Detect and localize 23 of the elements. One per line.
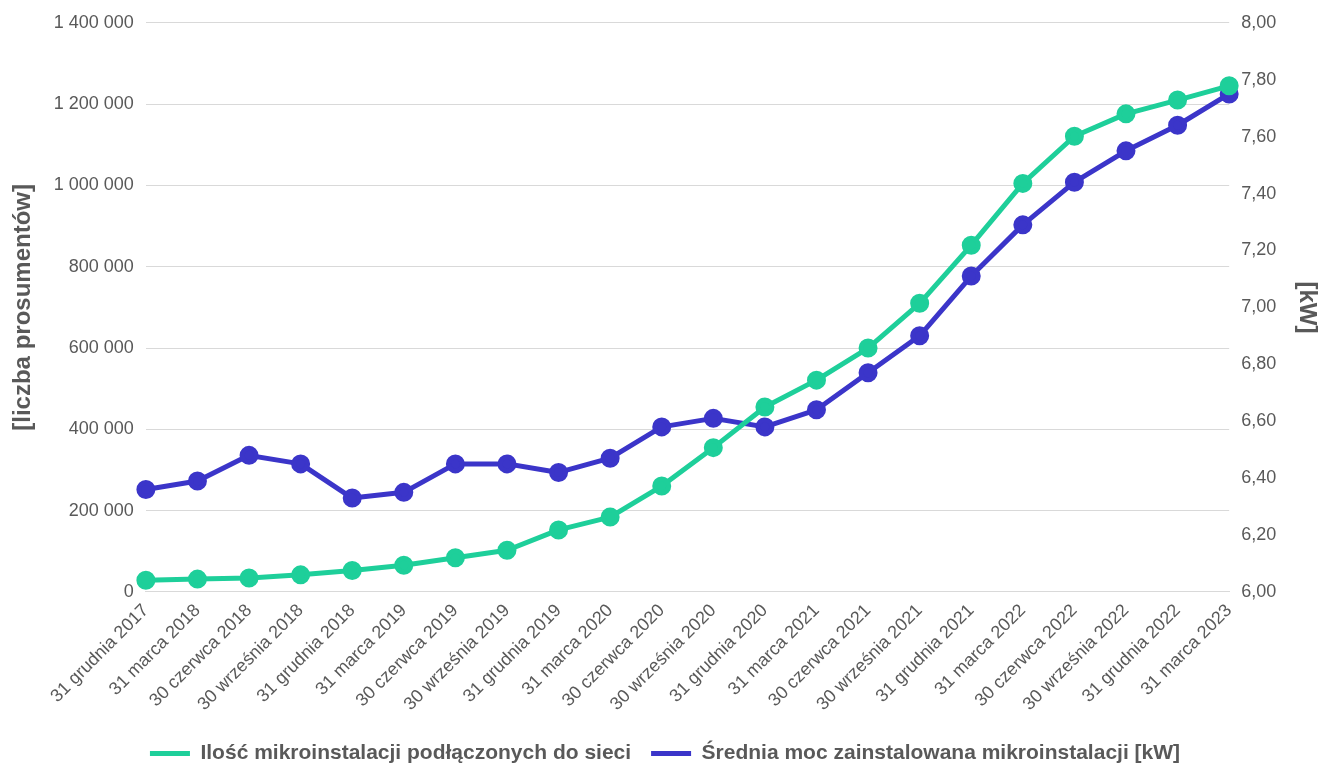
y-tick-label: 400 000 [68, 418, 134, 439]
y2-tick-label: 6,60 [1241, 410, 1277, 431]
y-tick-label: 1 000 000 [53, 174, 134, 195]
y-tick-label: 1 400 000 [53, 11, 134, 32]
y-tick-label: 800 000 [68, 255, 134, 276]
y-axis-title: [liczba prosumentów] [8, 184, 36, 431]
y2-tick-label: 8,00 [1241, 11, 1277, 32]
y-tick-label: 0 [123, 580, 134, 601]
y2-tick-label: 6,20 [1241, 524, 1277, 545]
y2-axis-title: [kW] [1294, 281, 1322, 334]
y2-tick-label: 7,60 [1241, 125, 1277, 146]
y2-tick-label: 7,80 [1241, 68, 1277, 89]
y2-tick-label: 7,20 [1241, 239, 1277, 260]
y2-tick-label: 7,40 [1241, 182, 1277, 203]
y2-tick-label: 7,00 [1241, 296, 1277, 317]
legend-label: Ilość mikroinstalacji podłączonych do sieci [200, 740, 632, 764]
y2-tick-label: 6,40 [1241, 467, 1277, 488]
y-tick-label: 200 000 [68, 499, 134, 520]
legend-label: Średnia moc zainstalowana mikroinstalacji [kW] [701, 740, 1181, 764]
y2-tick-label: 6,80 [1241, 353, 1277, 374]
y-tick-label: 1 200 000 [53, 93, 134, 114]
y2-tick-label: 6,00 [1241, 580, 1277, 601]
y-tick-label: 600 000 [68, 337, 134, 357]
